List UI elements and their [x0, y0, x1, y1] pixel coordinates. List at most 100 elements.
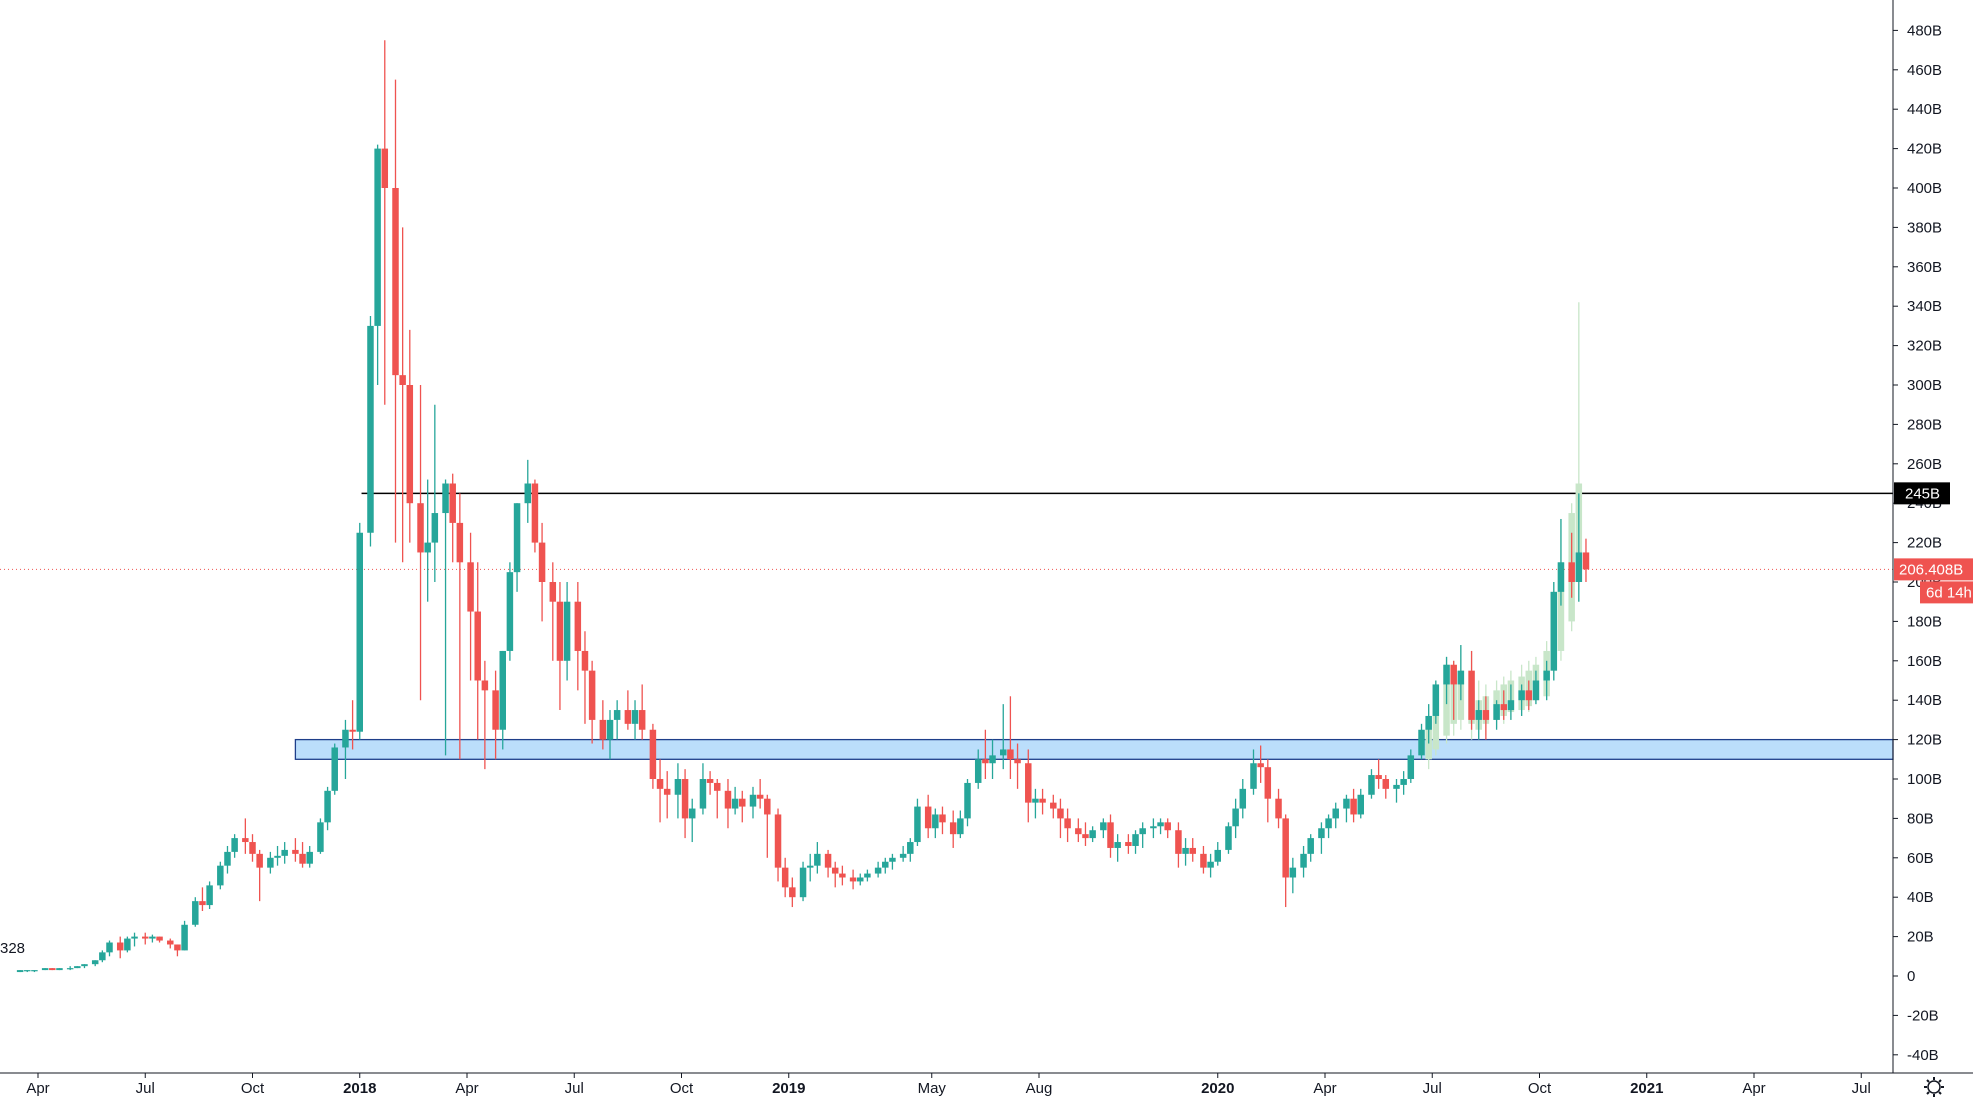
candle[interactable]	[367, 316, 374, 547]
candle[interactable]	[1139, 822, 1146, 848]
candle[interactable]	[814, 842, 821, 874]
candle[interactable]	[467, 532, 474, 681]
candle[interactable]	[249, 834, 256, 862]
candle[interactable]	[806, 853, 814, 882]
candle[interactable]	[1300, 845, 1307, 878]
candle[interactable]	[538, 522, 546, 622]
candle[interactable]	[631, 700, 639, 740]
candle[interactable]	[231, 834, 238, 858]
candle[interactable]	[949, 810, 957, 848]
candle[interactable]	[1557, 518, 1565, 606]
candle[interactable]	[1057, 798, 1064, 839]
candle[interactable]	[181, 920, 188, 951]
candle[interactable]	[824, 849, 832, 878]
candle[interactable]	[706, 771, 714, 795]
candle[interactable]	[1493, 700, 1500, 730]
candle[interactable]	[1125, 834, 1132, 854]
candle[interactable]	[1157, 818, 1164, 835]
candle[interactable]	[91, 960, 99, 967]
candle[interactable]	[1418, 723, 1425, 760]
candle[interactable]	[989, 739, 996, 779]
candle[interactable]	[1500, 690, 1508, 720]
candle[interactable]	[317, 818, 324, 854]
candle[interactable]	[1175, 822, 1182, 868]
candle[interactable]	[1582, 538, 1590, 582]
candle[interactable]	[1357, 788, 1365, 819]
candle[interactable]	[399, 227, 406, 563]
candle[interactable]	[749, 786, 757, 819]
candle[interactable]	[1325, 814, 1332, 839]
candle[interactable]	[907, 838, 914, 862]
candle[interactable]	[116, 936, 124, 959]
candle[interactable]	[281, 842, 288, 864]
candle[interactable]	[674, 763, 682, 819]
candle[interactable]	[857, 873, 864, 886]
candle[interactable]	[1289, 857, 1297, 894]
candle[interactable]	[1214, 842, 1222, 866]
candle[interactable]	[256, 849, 263, 902]
candle[interactable]	[681, 769, 689, 839]
candle[interactable]	[839, 865, 846, 886]
candle[interactable]	[1225, 822, 1232, 854]
candle[interactable]	[1250, 749, 1257, 795]
candle[interactable]	[882, 857, 889, 874]
candle[interactable]	[199, 887, 206, 911]
candle[interactable]	[1400, 771, 1407, 795]
candle[interactable]	[492, 670, 499, 760]
candle[interactable]	[563, 582, 571, 681]
candle[interactable]	[349, 700, 356, 750]
candle[interactable]	[381, 40, 389, 405]
candle[interactable]	[939, 806, 946, 835]
candle[interactable]	[474, 562, 481, 740]
time-axis[interactable]: Apr Jul Oct 2018 Apr Jul Oct 2019 May Aug 2020 Apr J…	[26, 1073, 1871, 1097]
candle[interactable]	[1575, 493, 1583, 602]
candle[interactable]	[581, 631, 589, 724]
candle[interactable]	[174, 944, 181, 957]
candle[interactable]	[149, 934, 156, 943]
candle[interactable]	[964, 779, 971, 827]
candle[interactable]	[1375, 759, 1382, 789]
candle[interactable]	[1343, 794, 1350, 823]
candle[interactable]	[16, 970, 24, 973]
candle[interactable]	[1257, 745, 1264, 783]
candle[interactable]	[864, 869, 871, 882]
candle[interactable]	[392, 79, 399, 543]
candle[interactable]	[1075, 818, 1082, 843]
candle[interactable]	[1425, 704, 1432, 744]
candle[interactable]	[1032, 788, 1039, 819]
candle[interactable]	[1382, 775, 1390, 799]
candle[interactable]	[1232, 798, 1239, 839]
plot-area[interactable]	[0, 40, 1894, 973]
candle[interactable]	[889, 853, 896, 870]
candle[interactable]	[1264, 759, 1272, 823]
candle[interactable]	[731, 786, 739, 815]
candle[interactable]	[588, 660, 596, 744]
candle[interactable]	[31, 970, 38, 973]
candle[interactable]	[1475, 700, 1482, 740]
candle[interactable]	[874, 861, 882, 878]
candle[interactable]	[1332, 802, 1339, 829]
candle[interactable]	[624, 690, 632, 730]
candle[interactable]	[442, 479, 449, 756]
candle[interactable]	[206, 881, 213, 910]
candle[interactable]	[1350, 788, 1357, 823]
candle[interactable]	[1050, 794, 1057, 819]
candle[interactable]	[481, 660, 489, 770]
candle[interactable]	[1532, 670, 1540, 705]
candle[interactable]	[774, 808, 782, 882]
candle[interactable]	[714, 779, 721, 819]
candle[interactable]	[831, 861, 839, 888]
candle[interactable]	[574, 582, 582, 691]
candle[interactable]	[1107, 814, 1114, 858]
candle[interactable]	[49, 968, 56, 971]
candle[interactable]	[1007, 696, 1014, 779]
candle[interactable]	[899, 845, 907, 862]
candle[interactable]	[1318, 822, 1325, 854]
candle[interactable]	[41, 968, 49, 971]
candle[interactable]	[924, 794, 932, 839]
candle[interactable]	[81, 964, 88, 969]
candle[interactable]	[799, 861, 807, 902]
candle[interactable]	[549, 562, 557, 661]
candle[interactable]	[449, 473, 456, 563]
